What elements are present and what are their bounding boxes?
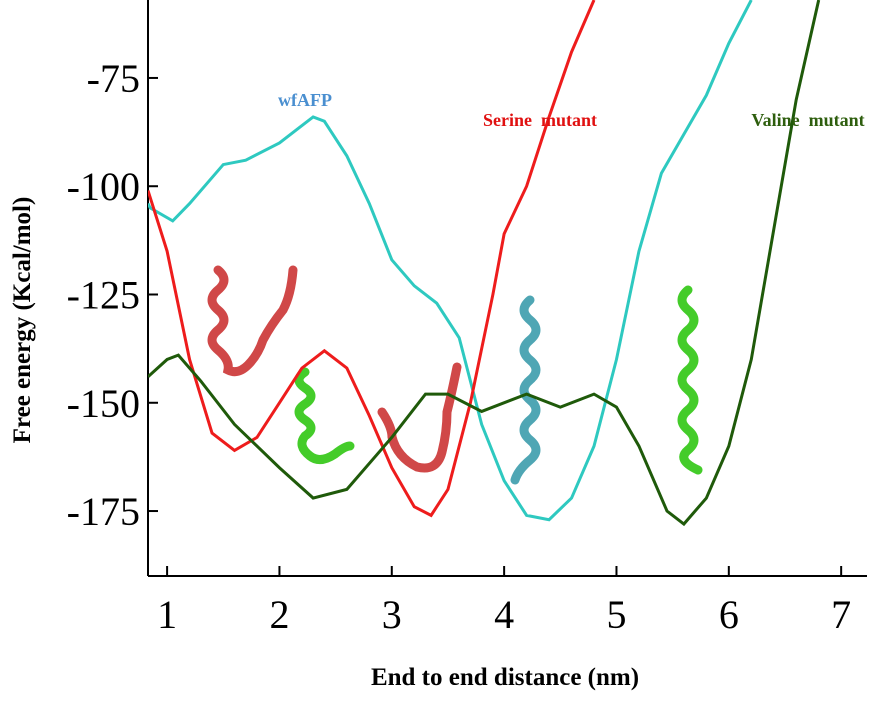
line-series xyxy=(148,0,821,527)
y-tick-label: -75 xyxy=(87,56,140,101)
x-tick-label: 4 xyxy=(494,592,514,637)
x-tick-label: 3 xyxy=(382,592,402,637)
helix-green-2 xyxy=(677,285,703,475)
y-tick-label: -175 xyxy=(67,489,140,534)
x-tick-label: 7 xyxy=(831,592,851,637)
legend-label: Valine mutant xyxy=(751,110,864,130)
x-tick-label: 6 xyxy=(719,592,739,637)
x-tick-label: 1 xyxy=(157,592,177,637)
y-tick-label: -150 xyxy=(67,381,140,426)
helix-red-2 xyxy=(377,362,462,473)
legend-label: Serine mutant xyxy=(483,110,597,130)
y-tick-label: -125 xyxy=(67,272,140,317)
helix-green-1 xyxy=(294,367,355,464)
x-axis-label: End to end distance (nm) xyxy=(371,664,639,691)
helix-red-1 xyxy=(207,265,298,377)
line-series xyxy=(148,0,753,522)
helix-images xyxy=(207,265,703,485)
line-series xyxy=(148,0,596,518)
helix-cyan xyxy=(510,295,541,485)
y-axis-label: Free energy (Kcal/mol) xyxy=(9,197,36,444)
x-tick-label: 5 xyxy=(606,592,626,637)
y-tick-label: -100 xyxy=(67,164,140,209)
legend-label: wfAFP xyxy=(278,90,332,110)
x-tick-label: 2 xyxy=(269,592,289,637)
